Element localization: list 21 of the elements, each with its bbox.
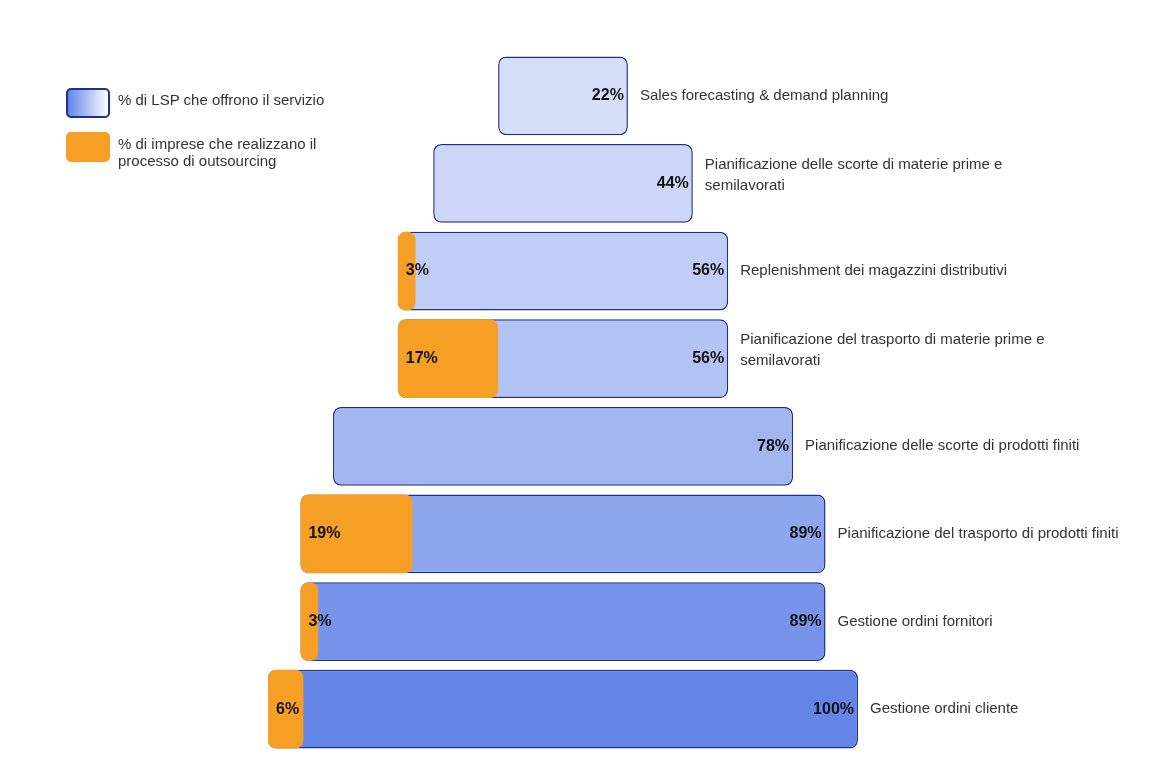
data-label: 22% bbox=[591, 86, 624, 104]
category-label: Pianificazione delle scorte di materie prime e semilavorati bbox=[704, 155, 1003, 194]
data-label: 17% bbox=[405, 349, 438, 367]
category-label: Sales forecasting & demand planning bbox=[639, 85, 889, 103]
data-label: 6% bbox=[276, 699, 300, 717]
data-label: 89% bbox=[789, 611, 822, 629]
data-label: 44% bbox=[656, 173, 689, 191]
data-label: 56% bbox=[692, 349, 725, 367]
data-label: 100% bbox=[813, 699, 854, 717]
data-label: 56% bbox=[692, 261, 725, 279]
category-label: Pianificazione delle scorte di prodotti finiti bbox=[805, 436, 1080, 454]
category-label: Pianificazione del trasporto di prodotti finiti bbox=[837, 524, 1119, 542]
category-label: Replenishment dei magazzini distributivi bbox=[740, 261, 1007, 279]
legend-label: % di LSP che offrono il servizio bbox=[118, 90, 325, 108]
data-label: 89% bbox=[789, 524, 822, 542]
data-label: 78% bbox=[757, 436, 790, 454]
category-label: Pianificazione del trasporto di materie prime e semilavorati bbox=[740, 330, 1045, 369]
category-label: Gestione ordini cliente bbox=[870, 699, 1019, 717]
data-label: 19% bbox=[308, 524, 341, 542]
category-label: Gestione ordini fornitori bbox=[837, 611, 993, 629]
legend-label: % di imprese che realizzano il processo di outsourcing bbox=[118, 134, 318, 169]
